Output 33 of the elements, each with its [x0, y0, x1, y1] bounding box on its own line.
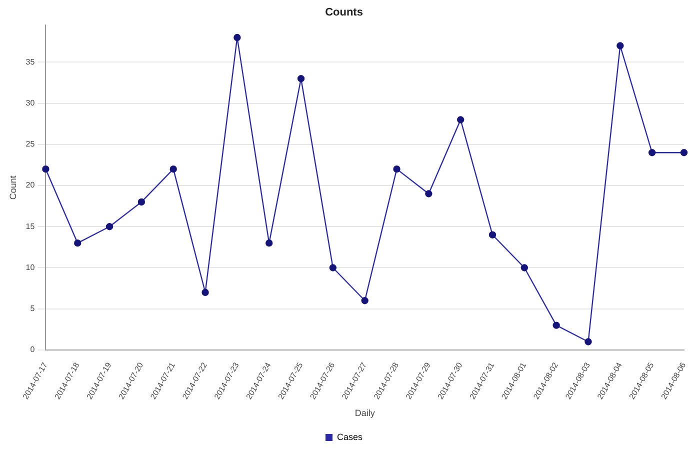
y-tick-label: 30: [26, 98, 36, 108]
y-tick-label: 25: [26, 140, 36, 149]
point: [616, 42, 624, 50]
y-tick-label: 35: [26, 57, 36, 66]
point: [552, 322, 560, 329]
point: [106, 223, 114, 230]
point: [648, 149, 656, 156]
y-tick-label: 0: [30, 345, 36, 354]
point: [170, 165, 177, 173]
x-axis-title: Daily: [354, 408, 376, 418]
point: [74, 239, 82, 247]
point: [329, 264, 337, 272]
point: [361, 297, 368, 304]
point: [393, 165, 400, 173]
y-axis-title: Count: [8, 175, 18, 200]
y-tick-label: 15: [26, 222, 36, 231]
point: [234, 34, 241, 42]
point: [425, 190, 432, 198]
point: [266, 239, 273, 247]
point: [42, 165, 50, 173]
y-tick-label: 20: [26, 180, 36, 190]
point: [297, 75, 305, 82]
point: [138, 198, 146, 206]
point: [202, 288, 209, 296]
chart-title: Counts: [325, 6, 363, 19]
point: [584, 338, 592, 346]
point: [456, 116, 464, 124]
point: [680, 149, 688, 156]
y-tick-label: 5: [30, 304, 36, 314]
point: [488, 231, 496, 238]
point: [520, 264, 528, 272]
legend-label: Cases: [336, 432, 364, 442]
y-tick-label: 10: [26, 262, 36, 272]
